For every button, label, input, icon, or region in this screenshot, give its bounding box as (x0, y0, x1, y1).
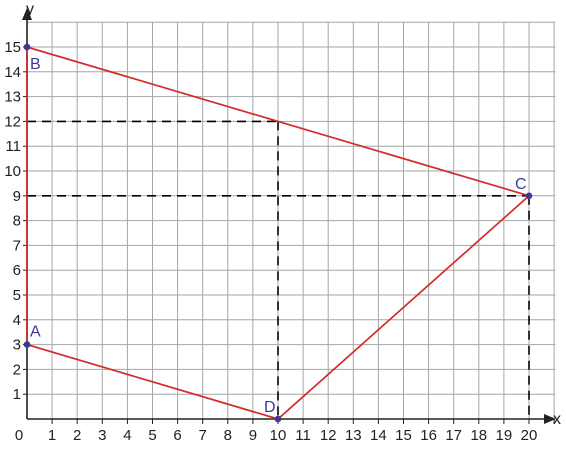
point-b (23, 43, 31, 51)
x-tick-labels: 0 1 2 3 4 5 6 7 8 9 10 11 12 13 14 15 16 17 18 19 20 (15, 427, 538, 444)
x-tick-label: 10 (270, 427, 287, 444)
y-tick-label: 10 (4, 163, 21, 180)
y-tick-label: 3 (13, 337, 21, 354)
point-c (525, 192, 533, 200)
y-axis-label: y (26, 1, 34, 18)
x-tick-label: 5 (148, 427, 156, 444)
point-label-a: A (30, 324, 41, 341)
x-tick-label: 7 (199, 427, 207, 444)
x-tick-label: 4 (123, 427, 131, 444)
y-tick-label: 14 (4, 64, 21, 81)
x-tick-label: 11 (295, 427, 311, 444)
point-a (23, 341, 31, 348)
y-tick-label: 13 (4, 89, 21, 106)
y-tick-label: 15 (4, 39, 21, 56)
y-tick-label: 1 (13, 386, 21, 403)
y-tick-label: 12 (4, 113, 21, 130)
x-tick-label: 2 (73, 427, 81, 444)
guide-lines (27, 120, 530, 419)
x-tick-label: 12 (320, 427, 337, 444)
y-tick-label: 7 (13, 237, 21, 254)
x-tick-label: 13 (345, 427, 362, 444)
y-axis-arrow (22, 8, 32, 20)
point-label-b: B (30, 56, 41, 73)
y-tick-label: 4 (13, 312, 21, 329)
x-tick-label: 18 (470, 427, 487, 444)
x-tick-label: 0 (15, 427, 23, 444)
point-label-d: D (264, 399, 276, 416)
point-label-c: C (515, 176, 527, 193)
points: A B C D (23, 43, 533, 423)
x-tick-label: 20 (521, 427, 538, 444)
x-tick-label: 6 (173, 427, 181, 444)
y-tick-label: 2 (13, 361, 21, 378)
x-tick-label: 19 (496, 427, 513, 444)
x-tick-label: 17 (445, 427, 462, 444)
y-tick-label: 8 (13, 213, 21, 230)
y-tick-label: 6 (13, 262, 21, 279)
x-tick-label: 15 (395, 427, 412, 444)
x-axis-arrow (544, 414, 556, 424)
grid (27, 21, 556, 419)
x-tick-label: 16 (420, 427, 437, 444)
y-tick-label: 5 (13, 287, 21, 304)
y-tick-label: 9 (13, 188, 21, 205)
x-axis-label: x (553, 411, 561, 428)
x-tick-label: 8 (224, 427, 232, 444)
x-tick-label: 1 (48, 427, 56, 444)
y-tick-label: 11 (5, 138, 21, 155)
x-tick-label: 3 (98, 427, 106, 444)
x-tick-label: 14 (370, 427, 387, 444)
x-tick-label: 9 (249, 427, 257, 444)
point-d (274, 415, 282, 423)
